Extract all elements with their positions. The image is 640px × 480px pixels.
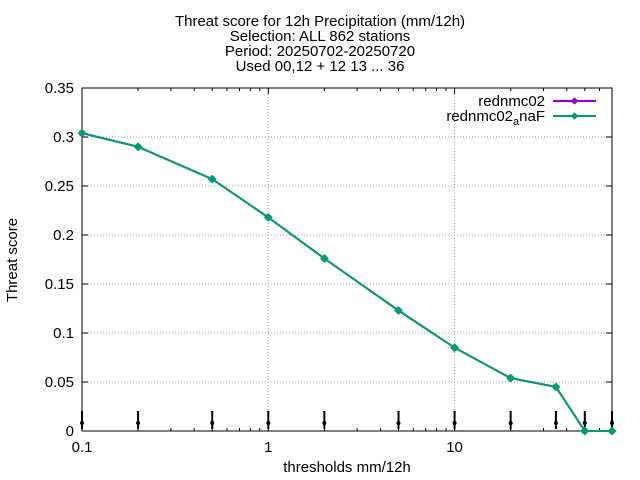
series-point-1: [264, 213, 273, 222]
threshold-marker-dot: [553, 421, 558, 425]
y-tick-label: 0.35: [45, 80, 74, 97]
series-point-1: [580, 426, 590, 436]
series-point-1: [320, 254, 329, 263]
series-point-1: [607, 426, 617, 436]
threshold-marker-dot: [322, 421, 327, 425]
y-axis-label: Threat score: [4, 218, 21, 302]
legend: rednmc02 rednmc02anaF: [446, 93, 596, 128]
y-tick-label: 0.2: [53, 227, 74, 244]
legend-label-rednmc02: rednmc02: [478, 93, 545, 110]
threshold-marker-dot: [136, 421, 141, 425]
threshold-markers: [80, 411, 614, 429]
threshold-marker-dot: [582, 421, 587, 425]
legend-label-rednmc02-anaF: rednmc02anaF: [446, 108, 545, 128]
y-tick-label: 0.15: [45, 276, 74, 293]
x-axis-label: thresholds mm/12h: [283, 459, 411, 476]
axes: [81, 87, 613, 432]
threshold-marker-dot: [508, 421, 513, 425]
series-line-0: [81, 132, 612, 432]
grid-lines: [82, 88, 612, 431]
tick-labels: 0 0.05 0.1 0.15 0.2 0.25 0.3 0.35 0.1 1 10: [45, 80, 463, 456]
series-point-1: [551, 382, 561, 392]
threshold-marker-dot: [610, 421, 614, 425]
series-point-1: [77, 128, 87, 138]
y-tick-label: 0.05: [45, 374, 74, 391]
series-layer: [77, 128, 617, 436]
series-point-1: [506, 373, 515, 383]
threshold-marker-dot: [210, 421, 215, 425]
chart-title-line-2: Selection: ALL 862 stations: [229, 28, 411, 45]
threshold-marker-dot: [396, 421, 401, 425]
threshold-marker-dot: [266, 421, 271, 425]
y-tick-label: 0: [66, 423, 74, 440]
legend-swatch-point-0: [570, 97, 579, 105]
series-point-1: [133, 142, 143, 152]
y-tick-label: 0.3: [53, 129, 74, 146]
legend-label-rest: naF: [519, 108, 545, 125]
y-tick-label: 0.1: [53, 325, 74, 342]
legend-label-subscript: a: [513, 116, 520, 128]
chart-title-line-3: Period: 20250702-20250720: [224, 43, 416, 60]
x-tick-label: 1: [264, 439, 272, 456]
legend-label-base: rednmc02: [446, 108, 513, 125]
chart-title-line-4: Used 00,12 + 12 13 ... 36: [235, 58, 405, 75]
series-point-1: [450, 343, 459, 352]
plot-border: [81, 87, 613, 432]
series-point-1: [207, 174, 217, 184]
x-tick-label: 0.1: [72, 439, 93, 456]
threshold-marker-dot: [80, 421, 84, 425]
series-line-1: [81, 132, 612, 432]
chart-title-line-1: Threat score for 12h Precipitation (mm/1…: [174, 13, 466, 30]
x-tick-label: 10: [446, 439, 463, 456]
legend-swatch-point-1: [570, 112, 579, 120]
y-tick-label: 0.25: [45, 178, 74, 195]
threshold-marker-dot: [452, 421, 457, 425]
series-point-1: [394, 306, 403, 315]
